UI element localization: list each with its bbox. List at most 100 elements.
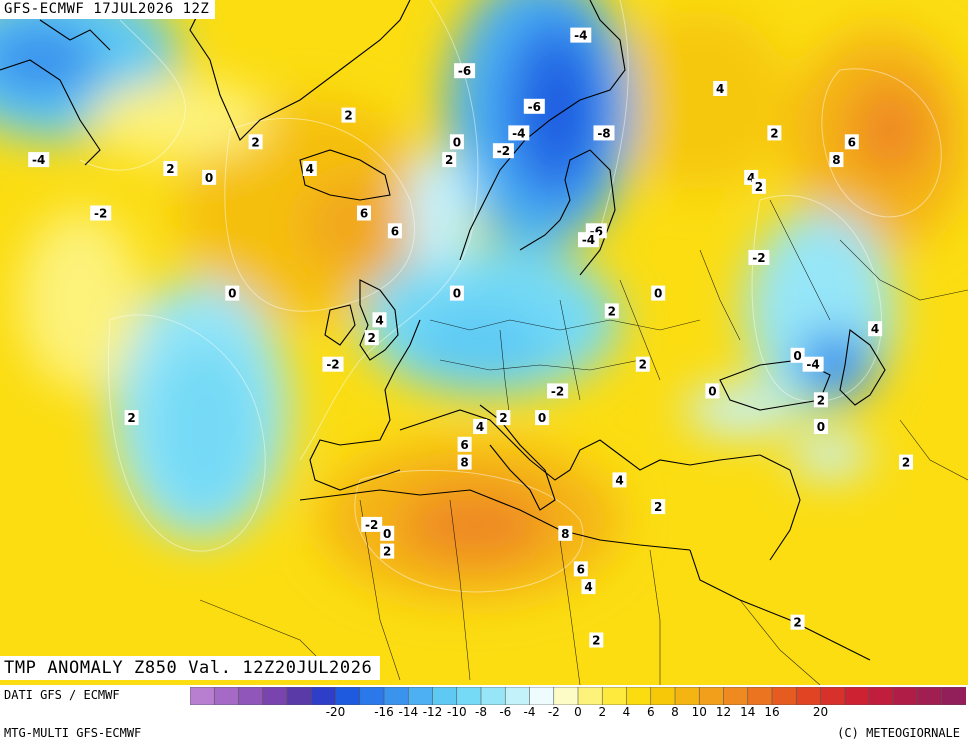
scale-tick-label: 10 — [691, 705, 707, 719]
anomaly-value-label: -6 — [458, 64, 471, 78]
scale-swatch — [480, 687, 507, 705]
anomaly-value-label: 2 — [639, 358, 647, 372]
scale-tick-label: -4 — [523, 705, 536, 719]
value-label-background — [802, 356, 824, 372]
scale-swatch — [844, 687, 870, 705]
color-scale-ticks: -20 -16 -14 -12 -10 -8 -6 -4 -2 0 2 4 6 8 10 12 14 16 20 — [190, 705, 966, 721]
scale-swatch — [432, 687, 458, 705]
value-label-background — [225, 285, 240, 301]
anomaly-value-label: 0 — [538, 411, 546, 425]
value-label-background — [570, 27, 592, 43]
anomaly-value-label: 2 — [793, 616, 801, 630]
anomaly-value-label: 6 — [460, 438, 468, 452]
value-label-background — [341, 107, 356, 123]
value-label-background — [705, 383, 720, 399]
anomaly-value-label: 6 — [360, 207, 368, 221]
anomaly-value-label: -4 — [574, 29, 587, 43]
value-label-background — [473, 419, 488, 434]
scale-swatch — [262, 687, 288, 705]
value-label-background — [387, 223, 402, 239]
scale-swatch — [771, 687, 798, 705]
scale-tick-label: -12 — [422, 705, 443, 719]
value-label-background — [28, 152, 50, 168]
anomaly-value-label: 4 — [306, 162, 314, 176]
value-label-background — [899, 454, 913, 470]
run-header: GFS-ECMWF 17JUL2026 12Z — [0, 0, 216, 19]
value-label-background — [457, 454, 472, 470]
anomaly-value-label: 0 — [453, 287, 461, 301]
value-label-background — [163, 161, 178, 176]
anomaly-value-label: 4 — [476, 420, 484, 434]
value-label-background — [302, 161, 317, 176]
scale-swatch — [723, 687, 749, 705]
anomaly-value-label: 2 — [770, 126, 778, 140]
value-label-background — [535, 410, 550, 426]
color-scale-bar — [190, 687, 966, 705]
value-label-background — [578, 232, 599, 248]
anomaly-value-label: 0 — [228, 287, 236, 301]
value-label-background — [364, 330, 379, 346]
anomaly-value-label: -4 — [582, 233, 595, 247]
anomaly-value-label: 2 — [755, 180, 763, 194]
anomaly-value-label: 2 — [902, 456, 910, 470]
anomaly-value-label: -2 — [94, 207, 107, 221]
anomaly-value-label: 2 — [592, 634, 600, 648]
scale-tick-label: 4 — [622, 705, 631, 719]
anomaly-contours — [79, 0, 942, 593]
scale-swatch — [650, 687, 676, 705]
scale-tick-label: 2 — [598, 705, 607, 719]
scale-tick-label: 16 — [764, 705, 780, 719]
scale-swatch — [310, 687, 337, 705]
anomaly-value-label: 2 — [166, 162, 174, 176]
value-label-background — [357, 205, 371, 221]
anomaly-value-label: -2 — [752, 251, 765, 265]
anomaly-value-label: 6 — [391, 224, 399, 238]
value-label-background — [508, 125, 530, 141]
value-label-background — [496, 410, 511, 426]
anomaly-value-label: 2 — [251, 135, 259, 149]
copyright-label: (C) METEOGIORNALE — [837, 726, 960, 740]
anomaly-value-label: -2 — [326, 358, 339, 372]
anomaly-value-label: 8 — [460, 456, 468, 470]
temperature-anomaly-map: -4 -2 2 0 2 2 4 6 6 -6 -4 -6 -4 -2 0 2 -8 -6 -4 4 2 8 6 4 2 -2 0 0 0… — [0, 0, 968, 685]
anomaly-value-label: -2 — [497, 144, 510, 158]
anomaly-field-shading — [0, 0, 968, 600]
scale-swatch — [795, 687, 822, 705]
anomaly-value-label: -8 — [597, 126, 610, 140]
value-label-background — [651, 285, 666, 301]
scale-swatch — [213, 687, 240, 705]
scale-tick-label: 20 — [812, 705, 829, 719]
anomaly-value-label: 2 — [127, 411, 135, 425]
anomaly-value-label: 4 — [615, 473, 623, 487]
value-label-background — [454, 63, 476, 79]
value-label-background — [558, 525, 573, 541]
anomaly-value-label: 0 — [817, 420, 825, 434]
scale-swatch — [529, 687, 555, 705]
anomaly-value-label: 2 — [383, 545, 391, 559]
value-label-background — [581, 579, 596, 595]
value-label-background — [651, 499, 666, 515]
anomaly-value-label: 8 — [561, 527, 569, 541]
anomaly-value-label: 4 — [871, 322, 879, 336]
anomaly-value-label: -2 — [365, 518, 378, 532]
value-label-background — [248, 134, 263, 150]
anomaly-value-label: -2 — [551, 384, 564, 398]
scale-swatch — [674, 687, 701, 705]
value-label-background — [492, 143, 514, 159]
value-label-background — [442, 152, 457, 168]
scale-tick-label: -20 — [325, 705, 346, 719]
value-label-background — [523, 98, 545, 114]
value-label-background — [449, 285, 464, 301]
anomaly-value-label: 2 — [499, 411, 507, 425]
country-borders — [199, 199, 968, 685]
scale-swatch — [238, 687, 264, 705]
scale-tick-label: -16 — [374, 705, 394, 719]
anomaly-value-label: 2 — [817, 393, 825, 407]
scale-swatch — [892, 687, 919, 705]
value-label-background — [612, 472, 627, 488]
scale-swatch — [917, 687, 943, 705]
scale-tick-label: -14 — [398, 705, 419, 719]
value-label-background — [202, 169, 217, 185]
anomaly-value-label: 0 — [453, 135, 461, 149]
